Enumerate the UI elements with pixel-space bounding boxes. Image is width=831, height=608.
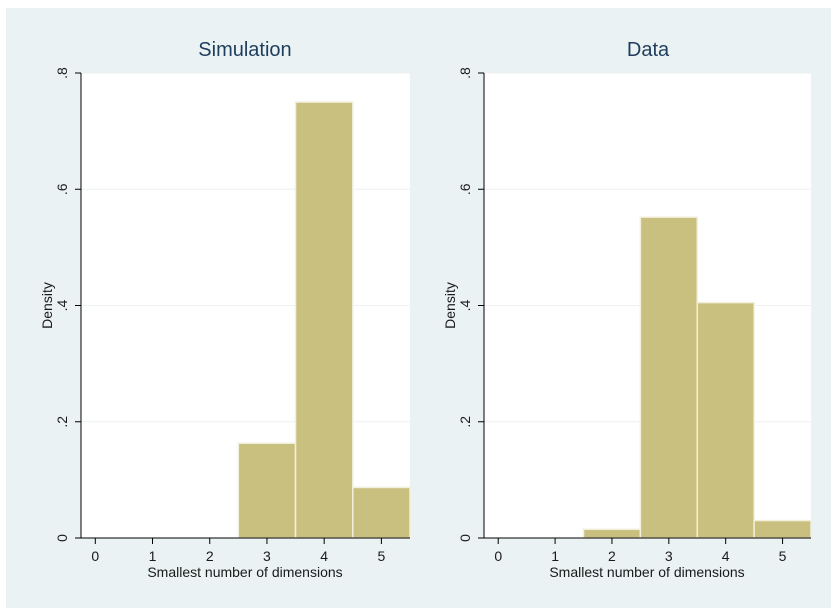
chart-title: Simulation bbox=[198, 39, 291, 61]
x-tick-label: 2 bbox=[608, 548, 616, 564]
y-tick-label: 0 bbox=[54, 534, 70, 542]
chart-title: Data bbox=[627, 39, 670, 61]
y-axis-title: Density bbox=[442, 282, 458, 329]
x-tick-label: 4 bbox=[722, 548, 730, 564]
y-tick-label: .6 bbox=[54, 183, 70, 195]
x-tick-label: 0 bbox=[494, 548, 502, 564]
x-axis-title: Smallest number of dimensions bbox=[147, 564, 342, 580]
y-axis-title: Density bbox=[39, 282, 55, 329]
x-tick-label: 3 bbox=[665, 548, 673, 564]
y-tick-label: .2 bbox=[457, 416, 473, 428]
histogram-bar bbox=[753, 519, 812, 539]
y-tick-label: .8 bbox=[457, 67, 473, 79]
x-tick-label: 5 bbox=[377, 548, 385, 564]
histogram-bar bbox=[352, 486, 411, 539]
y-tick-label: .4 bbox=[54, 299, 70, 311]
chart-panel-1: 0 .2 .4 .6 .8 0 1 2 3 4 5 Data Smallest number of di… bbox=[442, 39, 812, 580]
histogram-bar bbox=[639, 216, 699, 539]
x-tick-label: 2 bbox=[206, 548, 214, 564]
histogram-bar bbox=[696, 301, 755, 539]
y-tick-label: .4 bbox=[457, 299, 473, 311]
x-tick-label: 3 bbox=[263, 548, 271, 564]
y-tick-label: 0 bbox=[457, 534, 473, 542]
histogram-bar bbox=[237, 442, 297, 539]
x-tick-label: 1 bbox=[551, 548, 559, 564]
x-tick-label: 0 bbox=[91, 548, 99, 564]
histogram-bar bbox=[294, 101, 354, 539]
x-tick-label: 1 bbox=[149, 548, 157, 564]
histogram-bar bbox=[582, 528, 642, 539]
y-tick-label: .2 bbox=[54, 416, 70, 428]
x-tick-label: 5 bbox=[779, 548, 787, 564]
y-tick-label: .8 bbox=[54, 67, 70, 79]
x-tick-label: 4 bbox=[320, 548, 328, 564]
x-axis-title: Smallest number of dimensions bbox=[549, 564, 744, 580]
y-tick-label: .6 bbox=[457, 183, 473, 195]
chart-panel-0: 0 .2 .4 .6 .8 0 1 2 3 4 5 Simulation Smallest number… bbox=[39, 39, 411, 580]
